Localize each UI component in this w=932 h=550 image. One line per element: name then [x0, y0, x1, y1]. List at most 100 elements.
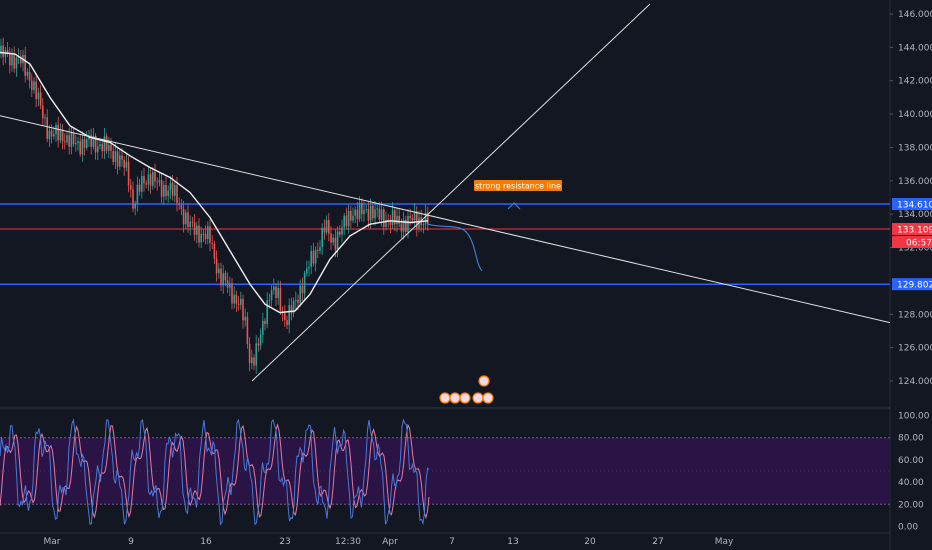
countdown-tag [892, 236, 932, 249]
price-tick-label-1: 144.000 [898, 43, 932, 53]
candle-body [407, 216, 409, 232]
oscillator-tick-label-5: 0.00 [898, 522, 918, 532]
candle-body [44, 117, 46, 119]
candle-body [2, 45, 4, 57]
candle-body [141, 176, 143, 192]
price-tick-label-0: 146.000 [898, 10, 932, 20]
candle-body [424, 212, 427, 225]
time-tick-label-3: 23 [279, 537, 290, 547]
candle-body [185, 212, 187, 225]
candle-body [233, 294, 235, 304]
candle-body [24, 55, 26, 76]
candle-body [138, 184, 141, 192]
candle-body [125, 161, 128, 168]
candle-body [154, 172, 156, 182]
candle-body [103, 136, 106, 152]
resistance-marker [507, 202, 521, 210]
candle-body [114, 151, 117, 162]
candle-body [119, 155, 121, 167]
candle-body [81, 138, 84, 155]
candle-body [231, 283, 233, 304]
price-tick-label-9: 126.000 [898, 344, 932, 354]
candle-body [297, 299, 299, 304]
ascending-trendline [251, 3, 651, 382]
price-tick-label-6: 134.000 [898, 210, 932, 220]
candle-body [389, 220, 392, 226]
candle-body [174, 185, 176, 196]
candle-body [202, 233, 205, 235]
candle-body [101, 144, 103, 152]
candle-body [277, 287, 279, 299]
candle-body [222, 273, 224, 286]
candle-body [270, 290, 273, 301]
price-tags: 134.610 133.109 129.802 06:57 [892, 197, 932, 291]
time-tick-label-5: Apr [382, 537, 398, 547]
candle-body [13, 54, 15, 69]
candle-body [167, 190, 169, 197]
candle-body [303, 273, 306, 294]
candle-body [398, 215, 400, 224]
candle-body [411, 218, 414, 221]
candle-body [48, 130, 51, 139]
candle-body [180, 205, 183, 210]
candle-body [378, 208, 381, 220]
time-tick-label-6: 7 [449, 537, 455, 547]
drawing-tools[interactable] [0, 3, 891, 404]
candle-body [413, 211, 416, 221]
oscillator-tick-label-1: 80.00 [898, 434, 924, 444]
level-tag-2 [892, 278, 932, 291]
candle-body [200, 233, 202, 243]
candle-body [356, 209, 359, 220]
candle-body [376, 208, 378, 210]
candle-body [312, 250, 315, 264]
candle-body [55, 124, 57, 135]
candle-body [204, 233, 207, 240]
candle-body [229, 283, 231, 288]
candle-body [391, 210, 394, 226]
candle-body [224, 273, 227, 281]
candle-body [416, 211, 418, 229]
candle-body [374, 209, 376, 219]
candle-body [66, 135, 68, 143]
oscillator-pane [0, 418, 890, 526]
candle-body [70, 132, 73, 147]
candle-body [264, 320, 266, 324]
level-tag-label-1: 133.109 [897, 226, 932, 236]
price-tick-label-8: 128.000 [898, 310, 932, 320]
candle-body [405, 219, 407, 232]
candle-body [246, 316, 249, 344]
candle-body [46, 117, 48, 139]
candle-body [268, 300, 271, 301]
candle-body [90, 135, 92, 147]
time-tick-label-1: 9 [128, 537, 134, 547]
candle-body [336, 231, 339, 250]
candle-body [358, 203, 361, 220]
candle-body [409, 216, 411, 219]
candle-body [255, 343, 257, 366]
candle-body [196, 225, 198, 235]
candle-body [339, 231, 341, 235]
candle-body [31, 80, 33, 91]
time-tick-label-0: Mar [44, 537, 61, 547]
candle-body [0, 45, 2, 55]
candle-body [35, 81, 37, 100]
time-tick-label-7: 13 [507, 537, 518, 547]
candle-body [385, 219, 387, 227]
candle-body [158, 180, 161, 183]
axes: 146.000 144.000 142.000 140.000 138.000 136.0… [44, 10, 932, 547]
candle-body [332, 237, 334, 243]
candle-body [99, 144, 101, 147]
candle-body [361, 203, 363, 215]
candle-body [11, 54, 13, 66]
time-tick-label-9: 27 [652, 537, 663, 547]
event-marker-1 [449, 392, 461, 404]
candle-body [427, 212, 429, 225]
candle-body [380, 209, 383, 220]
candle-body [33, 81, 35, 91]
time-tick-label-8: 20 [584, 537, 596, 547]
candle-body [314, 249, 317, 264]
candle-body [248, 343, 251, 364]
annotation-box[interactable] [474, 180, 562, 191]
candle-body [59, 129, 62, 141]
